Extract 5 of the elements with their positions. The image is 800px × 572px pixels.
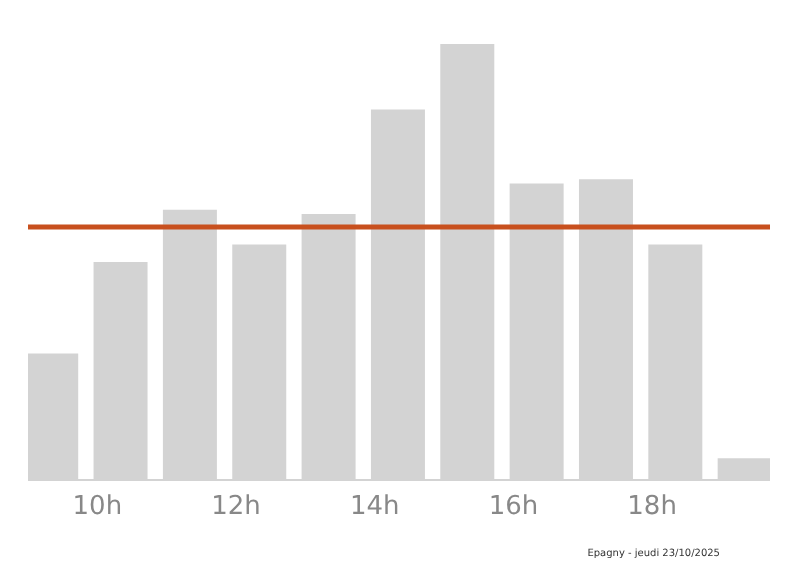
x-tick-label: 12h bbox=[211, 492, 261, 523]
x-tick-label: 16h bbox=[488, 492, 539, 523]
x-tick-label: 18h bbox=[627, 492, 677, 523]
x-tick-label: 10h bbox=[72, 492, 123, 523]
x-tick-label: 14h bbox=[349, 492, 400, 523]
